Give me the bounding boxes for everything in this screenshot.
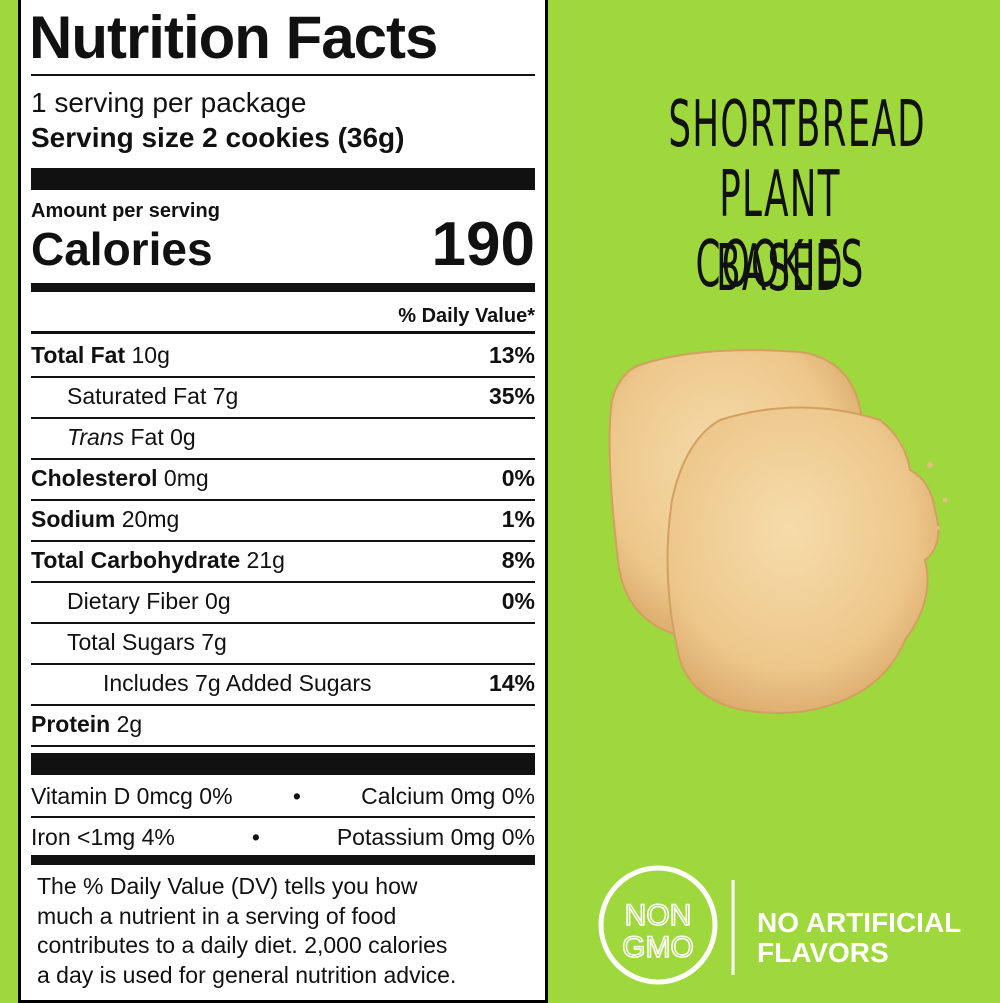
badge-text: NON: [625, 899, 692, 932]
headline: SHORTBREAD: [668, 88, 926, 162]
crumb: [942, 497, 948, 503]
rule: [31, 458, 535, 460]
nutrient-amount: 0mg: [163, 465, 209, 491]
rule: [31, 74, 535, 76]
calories-label: Calories: [31, 223, 213, 275]
footnote-line: contributes to a daily diet. 2,000 calor…: [37, 932, 448, 958]
nutrient-name: Total Fat: [31, 342, 126, 368]
nutrient-row: Includes 7g Added Sugars: [103, 672, 372, 695]
daily-value: 1%: [501, 506, 535, 532]
nutrient-row: Saturated Fat 7g: [67, 385, 238, 408]
nutrient-row: Total Sugars 7g: [67, 631, 227, 654]
nutrient-name: Trans: [67, 424, 125, 450]
nutrient-name: Includes 7g Added Sugars: [103, 670, 372, 696]
daily-value-header: % Daily Value*: [398, 305, 535, 327]
label-title: Nutrition Facts: [29, 4, 438, 71]
micronutrient: Vitamin D 0mcg 0%: [31, 783, 233, 809]
thick-rule: [31, 168, 535, 190]
headline: PLANT BASED: [716, 158, 844, 306]
badge-ring: [598, 865, 718, 985]
nutrient-name: Cholesterol: [31, 465, 158, 491]
nutrient-row: Dietary Fiber 0g: [67, 590, 231, 613]
separator: •: [251, 824, 260, 850]
nutrient-name: Sodium: [31, 506, 116, 532]
headline: COOKIES: [695, 228, 865, 302]
nutrient-amount: 20mg: [121, 506, 180, 532]
nutrient-row: Cholesterol 0mg: [31, 467, 209, 490]
rule: [31, 816, 535, 818]
rule: [31, 704, 535, 706]
separator: •: [292, 783, 301, 809]
crumb: [936, 526, 940, 530]
amount-per-serving: Amount per serving: [31, 200, 220, 222]
micronutrient: Calcium 0mg 0%: [361, 783, 535, 809]
rule: [31, 540, 535, 542]
nutrient-row: Trans Fat 0g: [67, 426, 196, 449]
micronutrient-row: Vitamin D 0mcg 0% • Calcium 0mg 0%: [31, 785, 535, 808]
footnote-line: a day is used for general nutrition advi…: [37, 961, 457, 988]
nutrient-name: Dietary Fiber 0g: [67, 588, 231, 614]
badge-text: GMO: [622, 931, 694, 964]
badge-text: NO ARTIFICIAL: [757, 907, 961, 938]
rule: [31, 417, 535, 419]
nutrition-label: Nutrition Facts 1 serving per package Se…: [18, 0, 548, 1003]
rule: [31, 745, 535, 747]
footnote-line: The % Daily Value (DV) tells you how: [37, 873, 418, 899]
rule: [31, 376, 535, 378]
nutrient-row: Sodium 20mg: [31, 508, 179, 531]
daily-value: 14%: [488, 670, 535, 696]
nutrient-name: Fat 0g: [130, 424, 196, 450]
nutrient-row: Total Fat 10g: [31, 344, 170, 367]
micronutrient: Iron <1mg 4%: [31, 824, 175, 850]
nutrient-name: Protein: [31, 711, 111, 737]
rule: [31, 581, 535, 583]
nutrient-name: Saturated Fat 7g: [67, 383, 239, 409]
nutrient-amount: 2g: [116, 711, 143, 737]
micronutrient: Potassium 0mg 0%: [336, 824, 535, 850]
daily-value: 0%: [501, 588, 535, 614]
rule: [31, 499, 535, 501]
serving-size: Serving size 2 cookies (36g): [31, 122, 405, 153]
thick-rule: [31, 855, 535, 865]
micronutrient-row: Iron <1mg 4% • Potassium 0mg 0%: [31, 826, 535, 849]
nutrient-name: Total Carbohydrate: [31, 547, 241, 573]
daily-value: 13%: [488, 342, 535, 368]
nutrient-amount: 10g: [131, 342, 170, 368]
daily-value: 35%: [488, 383, 535, 409]
daily-value: 8%: [501, 547, 535, 573]
rule: [31, 331, 535, 334]
crumb: [927, 462, 933, 468]
nutrient-amount: 21g: [246, 547, 285, 573]
rule: [31, 622, 535, 624]
rule: [31, 663, 535, 665]
calories-value: 190: [431, 210, 535, 279]
servings: 1 serving per package: [31, 87, 307, 118]
thick-rule: [31, 283, 535, 292]
footnote-line: much a nutrient in a serving of food: [37, 902, 397, 929]
nutrient-name: Total Sugars 7g: [67, 629, 227, 655]
thick-rule: [31, 753, 535, 775]
daily-value: 0%: [501, 465, 535, 491]
nutrient-row: Protein 2g: [31, 713, 142, 736]
badge-text: FLAVORS: [757, 937, 889, 968]
cookie: [666, 406, 940, 714]
nutrient-row: Total Carbohydrate 21g: [31, 549, 285, 572]
